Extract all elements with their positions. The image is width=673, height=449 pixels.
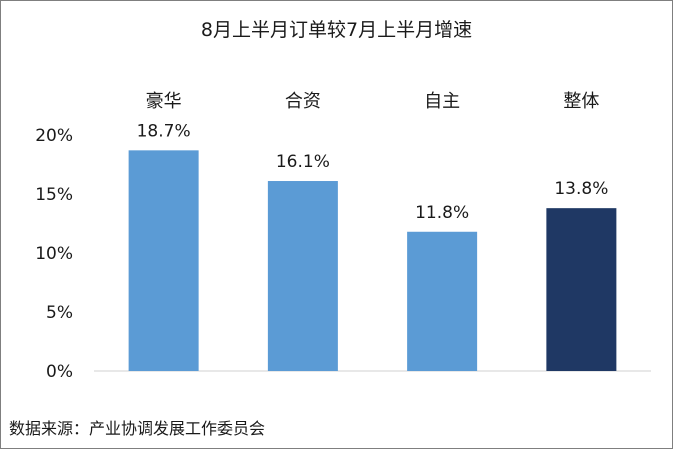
source-note: 数据来源：产业协调发展工作委员会 bbox=[9, 419, 266, 438]
bar bbox=[407, 231, 478, 371]
category-label: 豪华 bbox=[146, 91, 182, 112]
bar bbox=[267, 181, 338, 371]
data-label: 13.8% bbox=[554, 179, 608, 199]
category-label: 整体 bbox=[563, 91, 599, 112]
y-tick-label: 0% bbox=[46, 362, 73, 382]
y-tick-label: 5% bbox=[46, 303, 73, 323]
chart-title: 8月上半月订单较7月上半月增速 bbox=[200, 19, 473, 41]
bar bbox=[128, 150, 199, 371]
y-tick-label: 20% bbox=[35, 126, 73, 146]
category-label: 自主 bbox=[424, 91, 460, 112]
data-label: 11.8% bbox=[415, 203, 469, 223]
data-label: 16.1% bbox=[276, 152, 330, 172]
category-label: 合资 bbox=[285, 91, 321, 112]
data-label: 18.7% bbox=[137, 121, 191, 141]
y-tick-label: 10% bbox=[35, 244, 73, 264]
y-tick-label: 15% bbox=[35, 185, 73, 205]
bar bbox=[546, 208, 617, 371]
